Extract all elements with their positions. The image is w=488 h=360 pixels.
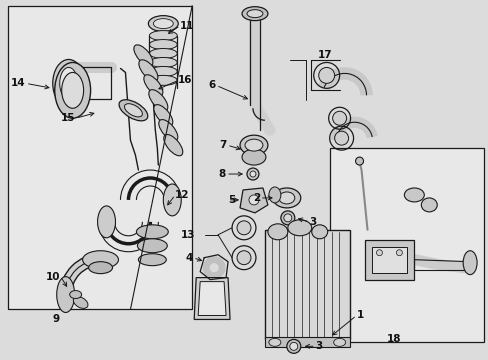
Ellipse shape bbox=[149, 31, 177, 41]
Ellipse shape bbox=[278, 192, 294, 204]
Polygon shape bbox=[364, 240, 413, 280]
Ellipse shape bbox=[88, 262, 112, 274]
Circle shape bbox=[280, 211, 294, 225]
Text: 13: 13 bbox=[181, 230, 195, 240]
Ellipse shape bbox=[268, 338, 280, 346]
Bar bbox=[8, 6, 192, 310]
Text: 14: 14 bbox=[11, 78, 26, 88]
Circle shape bbox=[237, 221, 250, 235]
Ellipse shape bbox=[149, 49, 177, 58]
Ellipse shape bbox=[53, 59, 84, 107]
Circle shape bbox=[246, 168, 259, 180]
Circle shape bbox=[283, 214, 291, 222]
Circle shape bbox=[289, 342, 297, 350]
Text: 1: 1 bbox=[356, 310, 363, 320]
Text: 3: 3 bbox=[315, 341, 322, 351]
Ellipse shape bbox=[242, 7, 267, 21]
Ellipse shape bbox=[55, 62, 90, 118]
Polygon shape bbox=[264, 337, 349, 347]
Circle shape bbox=[318, 67, 334, 84]
Ellipse shape bbox=[242, 149, 265, 165]
Text: 15: 15 bbox=[61, 113, 76, 123]
Ellipse shape bbox=[143, 75, 163, 96]
Ellipse shape bbox=[240, 135, 267, 155]
Ellipse shape bbox=[272, 188, 300, 208]
Text: 6: 6 bbox=[208, 80, 216, 90]
Ellipse shape bbox=[139, 60, 158, 81]
Text: 10: 10 bbox=[46, 272, 61, 282]
Ellipse shape bbox=[148, 90, 167, 111]
Ellipse shape bbox=[268, 187, 280, 203]
Ellipse shape bbox=[149, 75, 177, 85]
Ellipse shape bbox=[119, 100, 147, 121]
Ellipse shape bbox=[138, 254, 166, 266]
Text: 18: 18 bbox=[386, 334, 401, 345]
Text: 17: 17 bbox=[317, 50, 332, 60]
Ellipse shape bbox=[57, 276, 75, 312]
Ellipse shape bbox=[163, 135, 183, 156]
Circle shape bbox=[248, 195, 259, 205]
Ellipse shape bbox=[60, 67, 78, 99]
Circle shape bbox=[396, 250, 402, 256]
Ellipse shape bbox=[69, 291, 81, 298]
Circle shape bbox=[355, 157, 363, 165]
Polygon shape bbox=[240, 188, 267, 213]
Ellipse shape bbox=[149, 67, 177, 76]
Ellipse shape bbox=[159, 120, 178, 141]
Text: 3: 3 bbox=[309, 217, 316, 227]
Circle shape bbox=[332, 111, 346, 125]
Bar bbox=[264, 230, 349, 339]
Text: 11: 11 bbox=[180, 21, 194, 31]
Text: 7: 7 bbox=[219, 140, 226, 150]
Ellipse shape bbox=[333, 338, 345, 346]
Text: 4: 4 bbox=[185, 253, 193, 263]
Polygon shape bbox=[371, 247, 407, 273]
Ellipse shape bbox=[148, 15, 178, 32]
Circle shape bbox=[249, 171, 255, 177]
Ellipse shape bbox=[404, 188, 424, 202]
Circle shape bbox=[376, 250, 382, 256]
Ellipse shape bbox=[82, 251, 118, 269]
Ellipse shape bbox=[163, 184, 181, 216]
Ellipse shape bbox=[154, 105, 172, 126]
Ellipse shape bbox=[124, 104, 142, 117]
Ellipse shape bbox=[98, 206, 115, 238]
Ellipse shape bbox=[149, 40, 177, 50]
Ellipse shape bbox=[73, 297, 88, 309]
Text: 9: 9 bbox=[52, 314, 59, 324]
Circle shape bbox=[286, 339, 300, 353]
Ellipse shape bbox=[311, 225, 327, 239]
Polygon shape bbox=[194, 278, 229, 319]
Ellipse shape bbox=[421, 198, 436, 212]
Circle shape bbox=[334, 131, 348, 145]
Ellipse shape bbox=[136, 225, 168, 239]
Ellipse shape bbox=[287, 220, 311, 236]
Ellipse shape bbox=[153, 19, 173, 28]
Ellipse shape bbox=[267, 224, 287, 240]
Text: 5: 5 bbox=[227, 195, 235, 205]
Ellipse shape bbox=[61, 72, 83, 108]
Polygon shape bbox=[198, 282, 225, 315]
Ellipse shape bbox=[149, 58, 177, 67]
Ellipse shape bbox=[134, 45, 153, 66]
Circle shape bbox=[237, 251, 250, 265]
Text: 8: 8 bbox=[218, 169, 225, 179]
Ellipse shape bbox=[244, 139, 263, 151]
Ellipse shape bbox=[137, 239, 167, 253]
Ellipse shape bbox=[246, 10, 263, 18]
Text: 16: 16 bbox=[178, 75, 192, 85]
Ellipse shape bbox=[462, 251, 476, 275]
Bar bbox=[329, 148, 483, 342]
Text: 2: 2 bbox=[252, 193, 260, 203]
Text: 12: 12 bbox=[175, 190, 189, 200]
